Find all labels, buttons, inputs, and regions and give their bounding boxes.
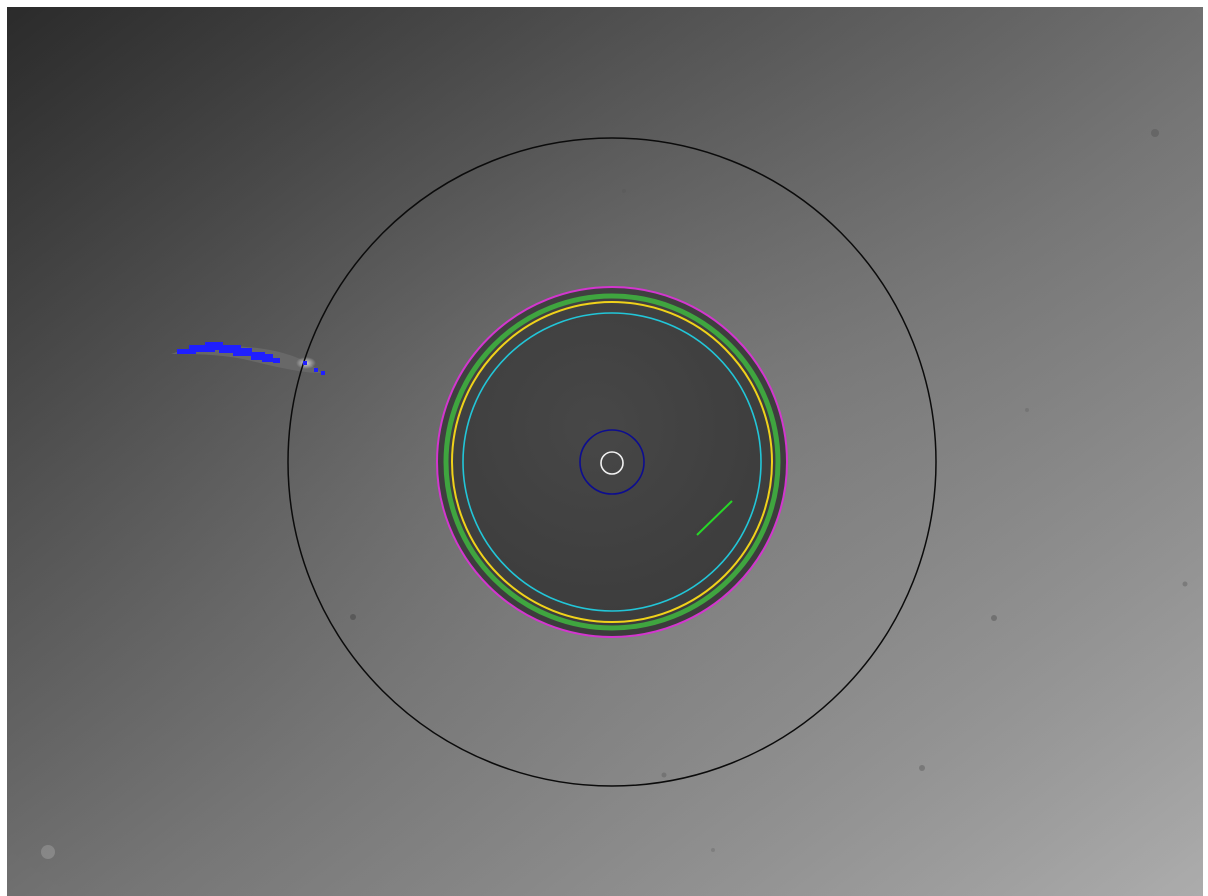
blob-pixel [219,345,241,353]
white-center-circle-icon [600,451,624,475]
inner-disc [437,287,787,637]
dust-speck [41,845,55,859]
blob-pixel [189,345,215,352]
yellow-ring-icon [451,301,773,623]
dust-speck [350,614,356,620]
blob-pixel [303,361,307,365]
green-ring-icon [443,293,781,631]
dust-speck [711,848,715,852]
dust-speck [1025,408,1029,412]
blob-pixel [233,348,252,356]
dust-speck [622,189,626,193]
particle-streak [171,346,321,373]
blob-pixel [273,358,280,363]
blob-pixel [251,352,265,360]
cyan-ring-icon [462,312,762,612]
outer-ring-icon [287,137,937,787]
microscopy-scene [7,7,1203,896]
dust-speck [991,615,997,621]
blob-annotation-icon [177,342,325,375]
blob-pixel [314,368,318,372]
dust-speck [661,772,667,778]
vector-line-icon [696,500,733,536]
navy-center-circle-icon [579,429,645,495]
dust-speck [1182,581,1188,587]
dust-speck [919,765,925,771]
dust-speck [1151,129,1159,137]
magenta-ring-icon [436,286,788,638]
blob-pixel [205,342,223,350]
microscopy-image-frame [7,7,1203,896]
blob-pixel [321,371,325,375]
blob-pixel [177,349,196,354]
blob-pixel [262,354,273,362]
